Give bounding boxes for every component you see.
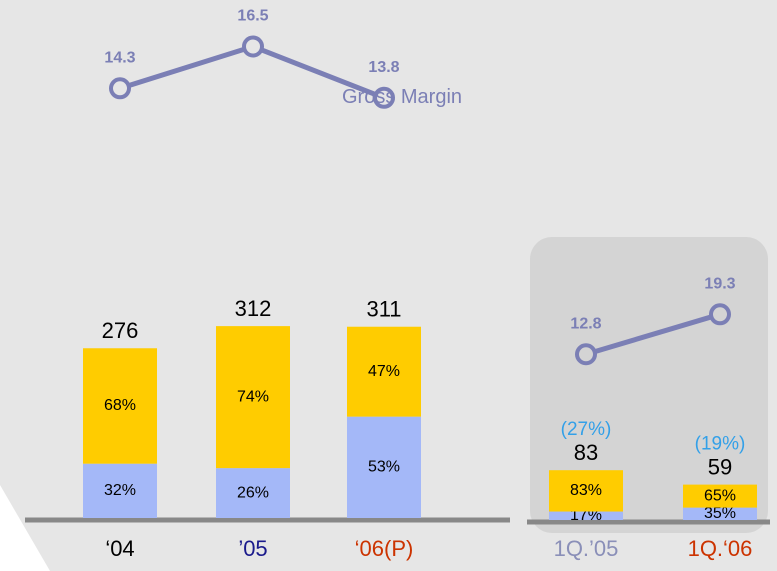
total-label: 59 — [708, 454, 732, 479]
margin-point — [373, 86, 395, 109]
segment-label: 68% — [104, 397, 136, 414]
category-label: ‘04 — [105, 536, 134, 561]
margin-point — [109, 77, 131, 100]
total-label: 276 — [102, 318, 139, 343]
growth-label: (27%) — [561, 419, 612, 440]
segment-label: 32% — [104, 482, 136, 499]
bar-segment — [216, 326, 290, 469]
margin-label: 16.5 — [237, 8, 268, 25]
bar-segment — [216, 468, 290, 518]
margin-label: 12.8 — [570, 315, 601, 332]
bar-segment — [549, 470, 623, 512]
bar-segment — [683, 484, 757, 508]
margin-point — [575, 343, 597, 366]
bar-segment — [347, 416, 421, 518]
segment-label: 26% — [237, 484, 269, 501]
margin-line — [585, 311, 721, 357]
segment-label: 35% — [704, 505, 736, 522]
category-label: ’05 — [238, 536, 267, 561]
category-label: 1Q.‘06 — [688, 536, 753, 561]
total-label: 83 — [574, 440, 598, 465]
bar-segment — [83, 463, 157, 518]
legend-label: Gross Margin — [342, 86, 462, 108]
segment-label: 53% — [368, 459, 400, 476]
total-label: 312 — [235, 296, 272, 321]
segment-label: 47% — [368, 363, 400, 380]
bar-segment — [683, 507, 757, 520]
segment-label: 65% — [704, 487, 736, 504]
margin-point — [242, 35, 264, 58]
growth-label: (19%) — [695, 434, 746, 455]
margin-label: 13.8 — [368, 59, 399, 76]
segment-label: 74% — [237, 388, 269, 405]
category-label: 1Q.’05 — [554, 536, 619, 561]
margin-label: 19.3 — [704, 276, 735, 293]
segment-label: 83% — [570, 482, 602, 499]
bar-segment — [347, 326, 421, 417]
margin-point — [709, 303, 731, 326]
quarter-panel — [530, 237, 768, 533]
total-label: 311 — [366, 297, 401, 322]
bar-segment — [549, 511, 623, 520]
bar-segment — [83, 348, 157, 464]
category-label: ‘06(P) — [355, 536, 414, 561]
margin-label: 14.3 — [104, 50, 135, 67]
